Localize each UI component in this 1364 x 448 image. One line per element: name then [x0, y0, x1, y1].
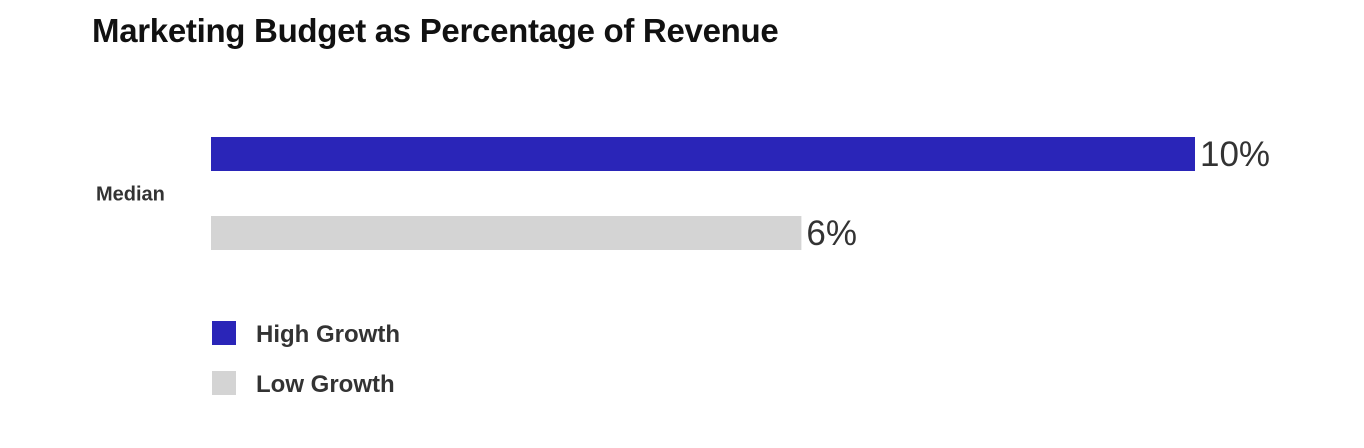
- category-labels: Median: [96, 184, 165, 206]
- chart-title: Marketing Budget as Percentage of Revenu…: [92, 12, 779, 49]
- legend: High Growth Low Growth: [212, 321, 400, 398]
- legend-label-high-growth: High Growth: [256, 321, 400, 348]
- bar-high-growth: [211, 137, 1195, 171]
- value-label-low-growth: 6%: [806, 214, 857, 253]
- legend-swatch-low-growth: [212, 371, 236, 395]
- value-labels: 10% 6%: [806, 135, 1270, 253]
- bars: [211, 137, 1195, 250]
- bar-low-growth: [211, 216, 802, 250]
- value-label-high-growth: 10%: [1200, 135, 1270, 174]
- category-label-median: Median: [96, 184, 165, 206]
- legend-swatch-high-growth: [212, 321, 236, 345]
- legend-label-low-growth: Low Growth: [256, 371, 395, 398]
